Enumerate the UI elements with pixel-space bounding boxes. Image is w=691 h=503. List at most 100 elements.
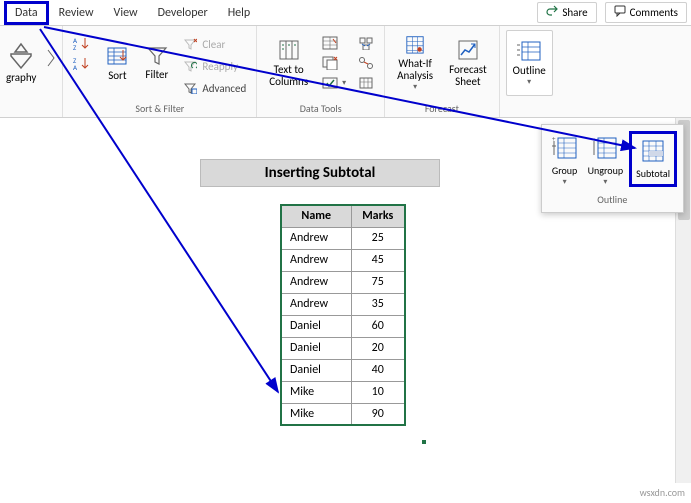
group-forecast: What-If Analysis ▾ Forecast Sheet Foreca…: [385, 26, 500, 117]
group-label: Group: [552, 164, 577, 177]
cell-name[interactable]: Mike: [281, 381, 351, 403]
whatif-button[interactable]: What-If Analysis ▾: [391, 30, 439, 96]
cell-marks[interactable]: 25: [351, 227, 405, 249]
outline-button[interactable]: Outline ▾: [506, 30, 553, 96]
remove-duplicates-button[interactable]: [318, 54, 350, 72]
ribbon-tabs: Data Review View Developer Help Share Co…: [0, 0, 691, 26]
cell-marks[interactable]: 90: [351, 403, 405, 425]
watermark: wsxdn.com: [640, 486, 685, 499]
table-row[interactable]: Daniel60: [281, 315, 405, 337]
cell-marks[interactable]: 40: [351, 359, 405, 381]
reapply-button[interactable]: Reapply: [178, 56, 250, 76]
group-button[interactable]: + Group ▾: [548, 131, 582, 191]
table-row[interactable]: Mike10: [281, 381, 405, 403]
svg-text:A: A: [73, 63, 78, 70]
cell-name[interactable]: Daniel: [281, 337, 351, 359]
table-row[interactable]: Andrew45: [281, 249, 405, 271]
table-header-row: Name Marks: [281, 205, 405, 227]
clear-button[interactable]: Clear: [178, 34, 250, 54]
outline-label: Outline: [513, 65, 546, 77]
subtotal-button[interactable]: Subtotal: [629, 131, 677, 187]
tab-data[interactable]: Data: [4, 1, 49, 25]
comments-button[interactable]: Comments: [605, 2, 687, 23]
group-label-sort: Sort & Filter: [69, 100, 250, 117]
consolidate-button[interactable]: [354, 34, 378, 52]
filter-button[interactable]: Filter: [139, 30, 174, 96]
whatif-label: What-If Analysis: [397, 58, 433, 82]
chevron-down-icon: ▾: [603, 177, 607, 187]
cell-name[interactable]: Daniel: [281, 359, 351, 381]
share-button[interactable]: Share: [537, 2, 596, 23]
manage-data-model-button[interactable]: [354, 74, 378, 92]
cell-name[interactable]: Daniel: [281, 315, 351, 337]
table-row[interactable]: Daniel40: [281, 359, 405, 381]
share-label: Share: [562, 6, 587, 19]
text-to-columns-button[interactable]: Text to Columns: [263, 30, 314, 96]
cell-name[interactable]: Andrew: [281, 227, 351, 249]
cell-marks[interactable]: 20: [351, 337, 405, 359]
sort-button[interactable]: Sort: [99, 30, 135, 96]
ribbon: graphy AZ ZA Sort: [0, 26, 691, 118]
selection-handle[interactable]: [421, 439, 427, 445]
cell-marks[interactable]: 45: [351, 249, 405, 271]
comments-label: Comments: [630, 6, 678, 19]
group-label-tools: Data Tools: [263, 100, 378, 117]
outline-dropdown-popup: + Group ▾ − Ungroup ▾ Subtotal Outline: [541, 124, 684, 213]
cell-marks[interactable]: 35: [351, 293, 405, 315]
sort-label: Sort: [108, 70, 126, 82]
tab-developer[interactable]: Developer: [148, 2, 218, 24]
advanced-icon: [182, 80, 198, 96]
cell-marks[interactable]: 60: [351, 315, 405, 337]
cell-marks[interactable]: 10: [351, 381, 405, 403]
flash-fill-button[interactable]: [318, 34, 350, 52]
clear-icon: [182, 36, 198, 52]
table-row[interactable]: Mike90: [281, 403, 405, 425]
share-icon: [546, 5, 558, 20]
page-title: Inserting Subtotal: [200, 159, 440, 187]
cell-name[interactable]: Andrew: [281, 271, 351, 293]
group-label-outline: [506, 113, 553, 117]
geography-label: graphy: [6, 72, 36, 84]
sort-az-button[interactable]: AZ: [69, 34, 95, 52]
cell-name[interactable]: Andrew: [281, 293, 351, 315]
tab-view[interactable]: View: [104, 2, 148, 24]
geography-button[interactable]: graphy: [0, 30, 42, 96]
group-outline: Outline ▾: [500, 26, 559, 117]
relationships-button[interactable]: [354, 54, 378, 72]
data-validation-button[interactable]: ▾: [318, 74, 350, 92]
group-sort-filter: AZ ZA Sort Filter Clear: [63, 26, 257, 117]
table-row[interactable]: Andrew25: [281, 227, 405, 249]
col-name: Name: [281, 205, 351, 227]
ttc-label: Text to Columns: [269, 64, 308, 88]
filter-label: Filter: [145, 69, 168, 81]
ungroup-label: Ungroup: [588, 164, 623, 177]
popup-group-label: Outline: [548, 191, 677, 206]
reapply-label: Reapply: [202, 60, 238, 73]
col-marks: Marks: [351, 205, 405, 227]
cell-name[interactable]: Mike: [281, 403, 351, 425]
comments-icon: [614, 5, 626, 20]
group-label-types: [0, 113, 56, 117]
forecast-label: Forecast Sheet: [449, 64, 487, 88]
chevron-down-icon: ▾: [413, 82, 417, 92]
cell-marks[interactable]: 75: [351, 271, 405, 293]
group-data-types: graphy: [0, 26, 63, 117]
forecast-sheet-button[interactable]: Forecast Sheet: [443, 30, 493, 96]
more-icon[interactable]: [46, 48, 56, 72]
table-row[interactable]: Andrew75: [281, 271, 405, 293]
table-row[interactable]: Daniel20: [281, 337, 405, 359]
group-label-forecast: Forecast: [391, 100, 493, 117]
group-data-tools: Text to Columns ▾: [257, 26, 385, 117]
svg-text:−: −: [592, 135, 596, 143]
tab-help[interactable]: Help: [218, 2, 261, 24]
sort-za-button[interactable]: ZA: [69, 54, 95, 72]
subtotal-label: Subtotal: [636, 167, 670, 180]
tab-review[interactable]: Review: [49, 2, 104, 24]
chevron-down-icon: ▾: [563, 177, 567, 187]
data-table[interactable]: Name Marks Andrew25Andrew45Andrew75Andre…: [280, 204, 406, 426]
advanced-button[interactable]: Advanced: [178, 78, 250, 98]
chevron-down-icon: ▾: [527, 77, 531, 87]
table-row[interactable]: Andrew35: [281, 293, 405, 315]
ungroup-button[interactable]: − Ungroup ▾: [584, 131, 627, 191]
cell-name[interactable]: Andrew: [281, 249, 351, 271]
